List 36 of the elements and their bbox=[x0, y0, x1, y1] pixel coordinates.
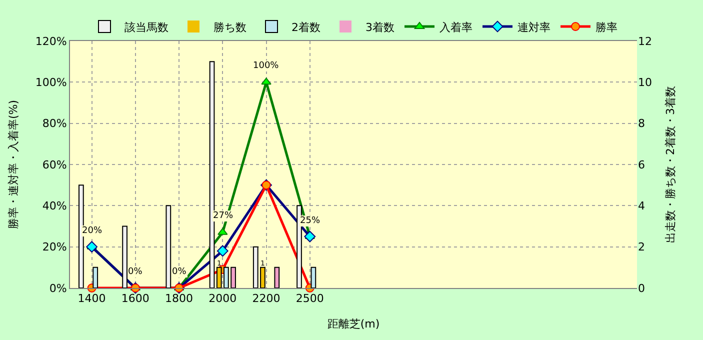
y-tick-label: 40% bbox=[42, 200, 67, 213]
y2-tick-label: 8 bbox=[638, 117, 645, 130]
x-tick-label: 1600 bbox=[121, 292, 150, 306]
y-tick-label: 100% bbox=[35, 76, 67, 90]
legend-label: 2着数 bbox=[292, 20, 320, 34]
legend-label: 3着数 bbox=[366, 20, 394, 34]
x-tick-label: 2500 bbox=[296, 292, 324, 306]
data-label: 100% bbox=[253, 61, 280, 71]
data-label: 25% bbox=[300, 216, 320, 226]
legend-label: 該当馬数 bbox=[124, 20, 168, 34]
x-tick-label: 1800 bbox=[165, 292, 194, 306]
y2-tick-label: 0 bbox=[638, 282, 645, 295]
x-tick-label: 1400 bbox=[78, 292, 106, 306]
y2-tick-label: 4 bbox=[638, 200, 645, 213]
y-axis-title: 勝率・連対率・入着率(%) bbox=[6, 100, 20, 230]
y-tick-label: 0% bbox=[49, 282, 67, 295]
legend-label: 勝率 bbox=[596, 20, 618, 34]
y2-tick-label: 6 bbox=[638, 158, 645, 172]
legend-label: 勝ち数 bbox=[214, 20, 246, 34]
data-label: 27% bbox=[213, 211, 234, 221]
x-tick-label: 2200 bbox=[252, 292, 280, 306]
data-label: 0% bbox=[128, 267, 143, 277]
y2-tick-label: 10 bbox=[638, 76, 652, 90]
legend-label: 連対率 bbox=[518, 20, 550, 34]
data-label: 20% bbox=[82, 226, 102, 236]
y2-tick-label: 2 bbox=[638, 240, 645, 254]
y2-axis-title: 出走数・勝ち数・2着数・3着数 bbox=[664, 86, 678, 243]
x-axis-title: 距離芝(m) bbox=[327, 317, 380, 330]
legend-label: 入着率 bbox=[440, 20, 472, 34]
data-label: 0% bbox=[172, 267, 187, 277]
y-tick-label: 20% bbox=[42, 240, 67, 254]
x-tick-label: 2000 bbox=[208, 292, 237, 306]
y-tick-label: 80% bbox=[42, 117, 67, 130]
y-tick-label: 120% bbox=[35, 34, 67, 48]
y2-tick-label: 12 bbox=[638, 34, 652, 48]
y-tick-label: 60% bbox=[42, 158, 67, 172]
